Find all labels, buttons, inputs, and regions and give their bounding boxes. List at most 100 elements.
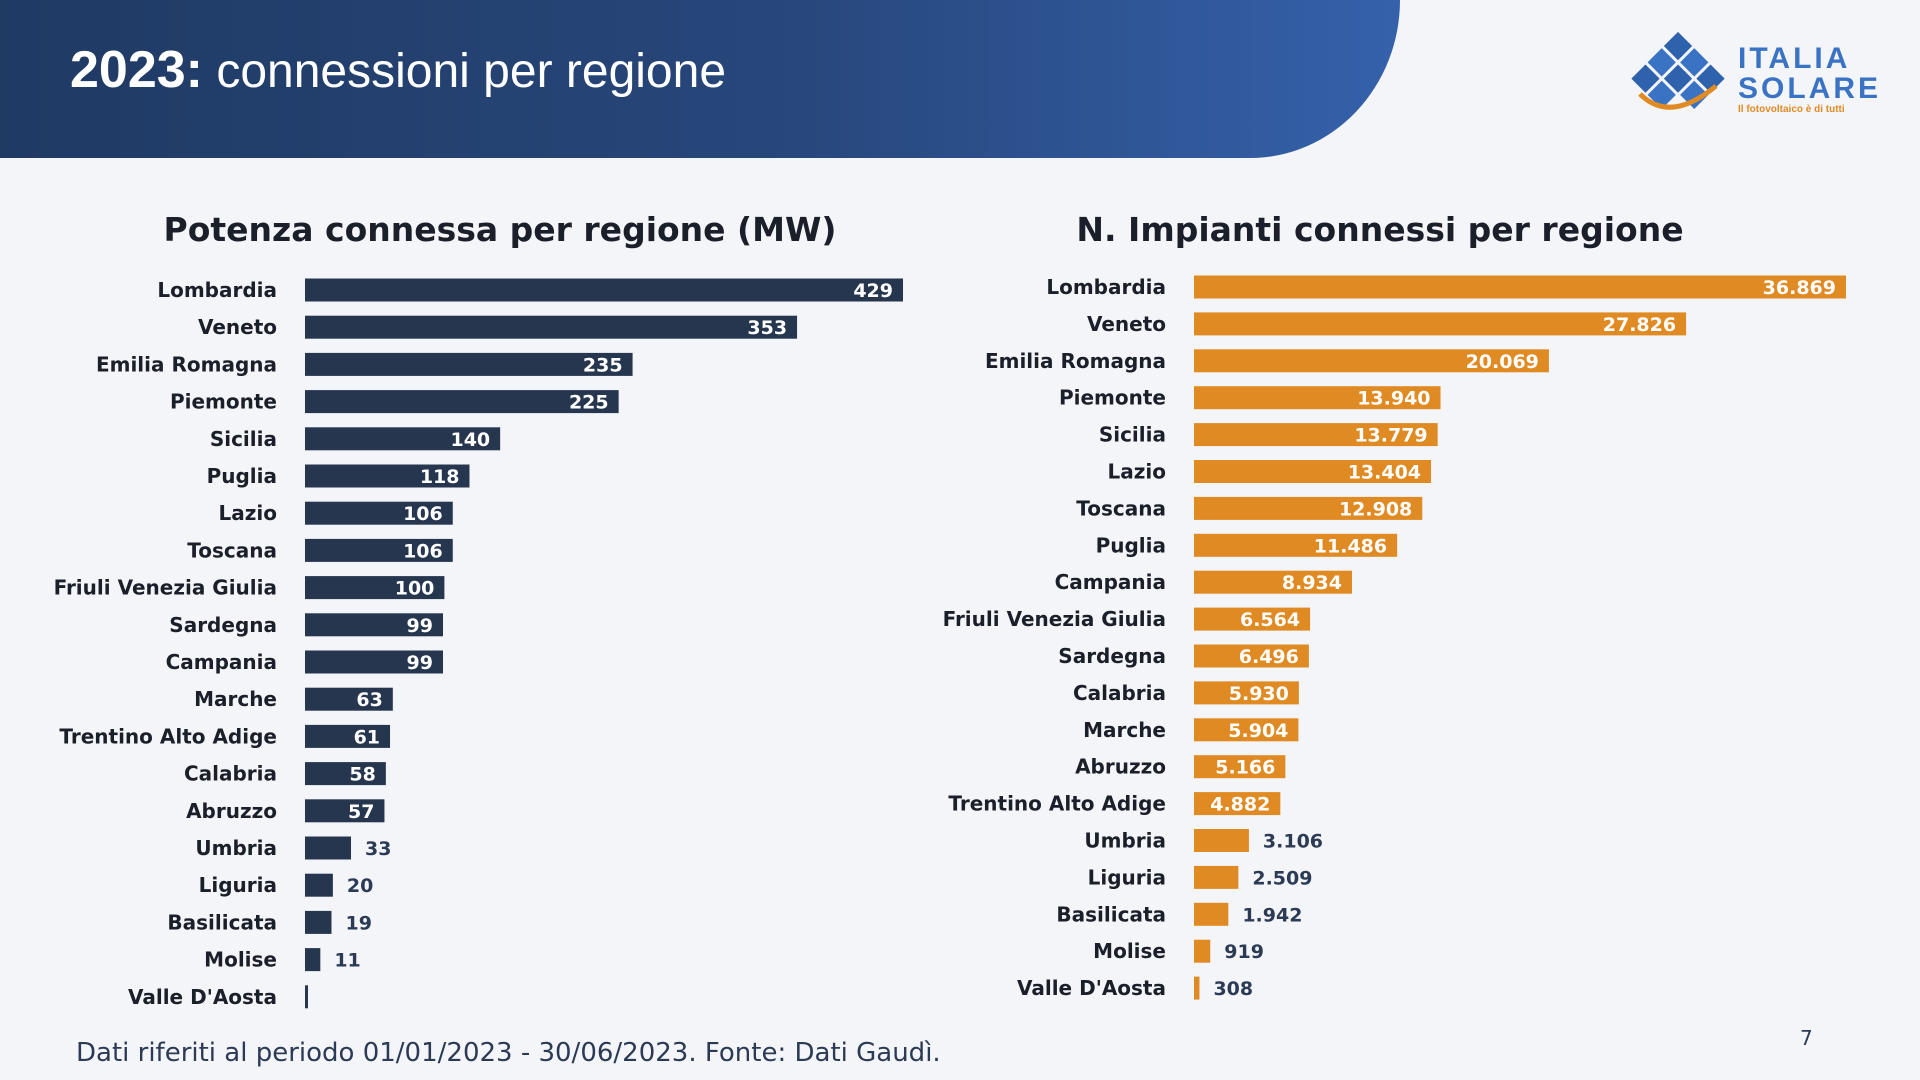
slide-title: 2023: connessioni per regione xyxy=(70,40,726,100)
bar xyxy=(305,985,308,1009)
bar xyxy=(1194,755,1286,779)
bar xyxy=(1194,718,1299,742)
value-label: 4.882 xyxy=(1210,794,1270,816)
category-label: Toscana xyxy=(1076,496,1166,520)
category-label: Sicilia xyxy=(1099,423,1166,447)
value-label: 58 xyxy=(349,764,375,786)
category-label: Trentino Alto Adige xyxy=(948,792,1166,816)
value-label: 20 xyxy=(347,875,373,897)
bar xyxy=(1194,644,1309,668)
bar xyxy=(305,538,453,562)
bar xyxy=(305,390,619,414)
category-label: Campania xyxy=(166,650,277,674)
category-label: Basilicata xyxy=(167,910,277,934)
bar xyxy=(305,836,351,860)
bar xyxy=(1194,902,1229,926)
value-label: 19 xyxy=(345,912,371,934)
category-label: Friuli Venezia Giulia xyxy=(943,607,1166,631)
category-label: Campania xyxy=(1055,570,1166,594)
logo-line-2: SOLARE xyxy=(1738,72,1882,105)
category-label: Veneto xyxy=(1087,312,1166,336)
category-label: Basilicata xyxy=(1056,902,1166,926)
category-label: Puglia xyxy=(207,464,277,488)
category-label: Molise xyxy=(1093,939,1166,963)
bar xyxy=(305,352,633,376)
bar xyxy=(1194,681,1299,705)
value-label: 106 xyxy=(403,503,443,525)
bar xyxy=(305,613,443,637)
bar xyxy=(1194,570,1352,594)
category-label: Lazio xyxy=(1108,460,1166,484)
bar xyxy=(305,278,903,302)
bar xyxy=(305,315,798,339)
bar xyxy=(305,910,332,934)
bar xyxy=(305,650,443,674)
category-label: Piemonte xyxy=(1059,386,1166,410)
value-label: 1.942 xyxy=(1242,904,1302,926)
bar xyxy=(305,687,393,711)
value-label: 429 xyxy=(853,280,893,302)
category-label: Umbria xyxy=(195,836,277,860)
category-label: Emilia Romagna xyxy=(985,349,1166,373)
value-label: 235 xyxy=(583,354,623,376)
bar xyxy=(305,501,453,525)
value-label: 919 xyxy=(1224,941,1264,963)
slide-title-text: connessioni per regione xyxy=(216,45,727,98)
category-label: Trentino Alto Adige xyxy=(59,724,277,748)
chart-left-title: Potenza connessa per regione (MW) xyxy=(163,210,837,249)
category-label: Sardegna xyxy=(169,613,277,637)
value-label: 13.779 xyxy=(1354,425,1427,447)
value-label: 20.069 xyxy=(1466,351,1539,373)
category-label: Marche xyxy=(1083,718,1166,742)
value-label: 6.496 xyxy=(1239,646,1299,668)
bar xyxy=(1194,865,1239,889)
bar xyxy=(1194,275,1846,299)
category-label: Puglia xyxy=(1096,533,1166,557)
category-label: Veneto xyxy=(198,315,277,339)
value-label: 308 xyxy=(1213,978,1253,1000)
value-label: 5.904 xyxy=(1228,720,1288,742)
bar xyxy=(305,873,333,897)
category-label: Valle D'Aosta xyxy=(128,985,277,1009)
bar xyxy=(305,799,385,823)
value-label: 106 xyxy=(403,540,443,562)
slide-title-year: 2023: xyxy=(70,41,203,99)
value-label: 6.564 xyxy=(1240,609,1300,631)
value-label: 13.404 xyxy=(1348,462,1421,484)
bar xyxy=(305,948,321,972)
bar xyxy=(1194,939,1211,963)
bar xyxy=(1194,976,1200,1000)
value-label: 140 xyxy=(450,429,490,451)
value-label: 11.486 xyxy=(1314,535,1387,557)
value-label: 2.509 xyxy=(1252,867,1312,889)
footnote-source: Dati riferiti al periodo 01/01/2023 - 30… xyxy=(76,1038,941,1068)
bar xyxy=(305,464,470,488)
logo-tagline: Il fotovoltaico è di tutti xyxy=(1738,104,1845,115)
bar xyxy=(1194,607,1311,631)
bar xyxy=(1194,349,1549,373)
value-label: 57 xyxy=(348,801,374,823)
value-label: 118 xyxy=(420,466,460,488)
category-label: Liguria xyxy=(1088,865,1166,889)
category-label: Calabria xyxy=(184,762,277,786)
value-label: 11 xyxy=(334,950,360,972)
value-label: 353 xyxy=(747,317,787,339)
value-label: 61 xyxy=(354,726,380,748)
value-label: 100 xyxy=(395,578,435,600)
value-label: 8.934 xyxy=(1282,572,1342,594)
value-label: 99 xyxy=(407,615,433,637)
category-label: Sardegna xyxy=(1058,644,1166,668)
category-label: Abruzzo xyxy=(1075,755,1166,779)
category-label: Lombardia xyxy=(157,278,277,302)
category-label: Sicilia xyxy=(210,427,277,451)
category-label: Molise xyxy=(204,948,277,972)
solar-panel-grid-icon xyxy=(1631,31,1725,110)
category-label: Calabria xyxy=(1073,681,1166,705)
value-label: 99 xyxy=(407,652,433,674)
bar xyxy=(1194,386,1441,410)
italia-solare-logo: ITALIA SOLARE Il fotovoltaico è di tutti xyxy=(1630,31,1878,132)
value-label: 36.869 xyxy=(1763,277,1836,299)
page-number: 7 xyxy=(1800,1026,1813,1050)
bar xyxy=(1194,533,1398,557)
